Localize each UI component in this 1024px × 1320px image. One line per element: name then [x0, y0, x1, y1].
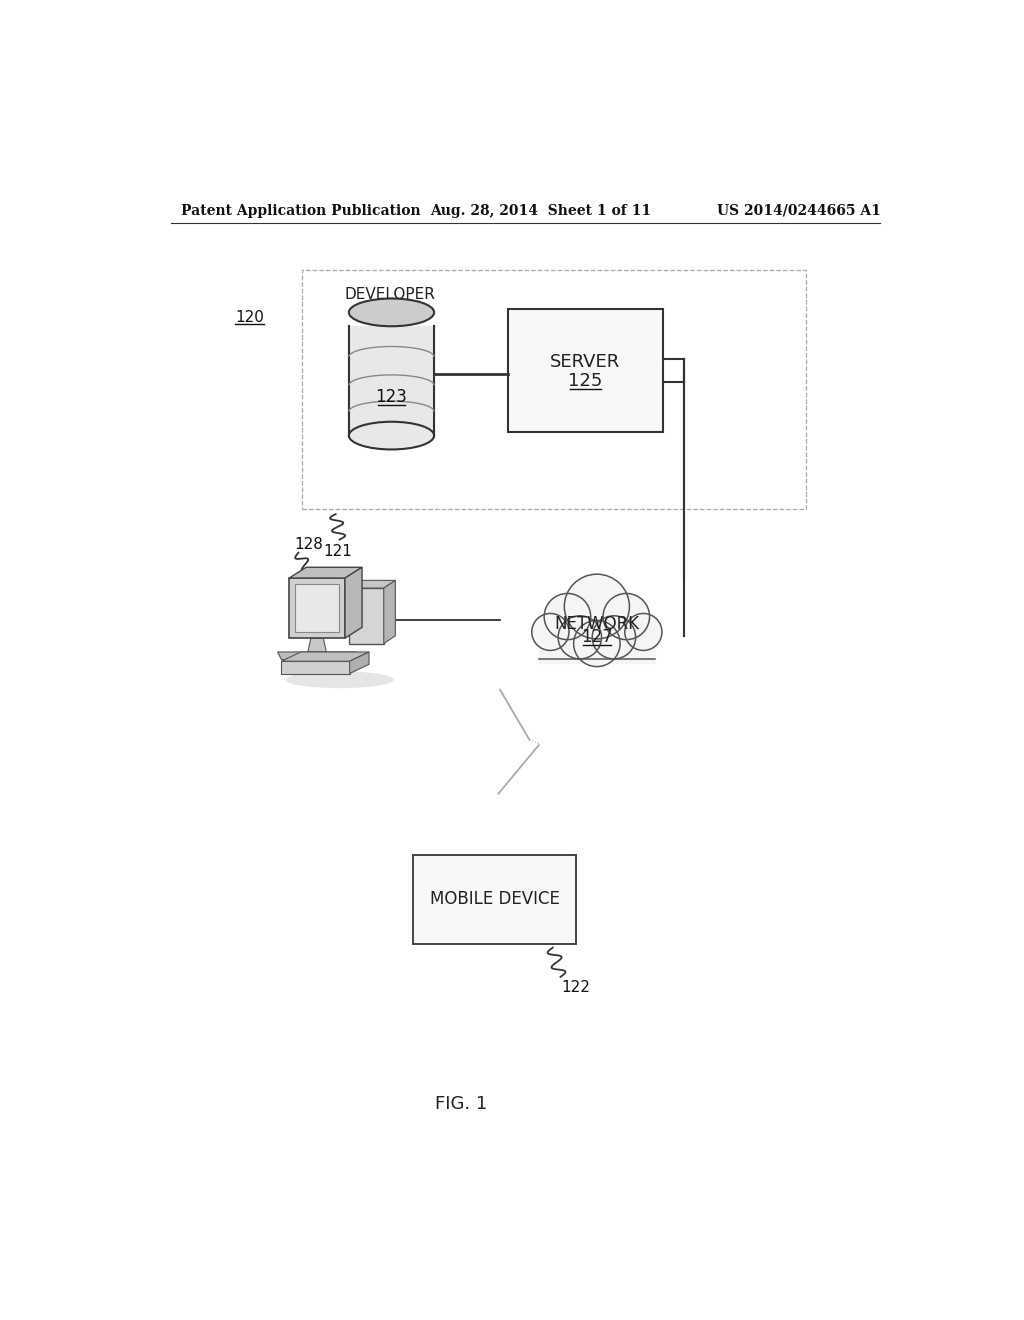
- Polygon shape: [349, 581, 395, 589]
- Text: 120: 120: [234, 310, 264, 325]
- Text: 121: 121: [324, 544, 352, 558]
- Text: 122: 122: [561, 981, 591, 995]
- Polygon shape: [349, 652, 369, 673]
- Text: MOBILE DEVICE: MOBILE DEVICE: [430, 890, 559, 908]
- Text: 128: 128: [295, 537, 324, 553]
- Polygon shape: [278, 652, 360, 660]
- Text: FIG. 1: FIG. 1: [435, 1096, 487, 1113]
- Text: 123: 123: [376, 388, 408, 407]
- Ellipse shape: [349, 298, 434, 326]
- Text: DEVELOPER: DEVELOPER: [345, 288, 436, 302]
- Text: NETWORK: NETWORK: [554, 615, 639, 634]
- Polygon shape: [289, 568, 362, 578]
- Bar: [414, 855, 575, 944]
- Ellipse shape: [349, 422, 434, 450]
- Text: Patent Application Publication: Patent Application Publication: [180, 203, 420, 218]
- Polygon shape: [384, 581, 395, 644]
- Polygon shape: [289, 578, 345, 638]
- Circle shape: [592, 616, 636, 659]
- Ellipse shape: [286, 671, 394, 688]
- Text: Aug. 28, 2014  Sheet 1 of 11: Aug. 28, 2014 Sheet 1 of 11: [430, 203, 651, 218]
- Text: US 2014/0244665 A1: US 2014/0244665 A1: [717, 203, 881, 218]
- Text: SERVER: SERVER: [550, 354, 621, 371]
- Circle shape: [603, 594, 649, 640]
- Polygon shape: [295, 585, 339, 632]
- Bar: [349, 326, 434, 436]
- Circle shape: [564, 574, 630, 639]
- Circle shape: [544, 594, 591, 640]
- Circle shape: [531, 614, 569, 651]
- Circle shape: [625, 614, 662, 651]
- Polygon shape: [282, 652, 369, 661]
- Polygon shape: [308, 638, 327, 652]
- Polygon shape: [349, 589, 384, 644]
- Bar: [302, 271, 806, 508]
- Circle shape: [573, 620, 621, 667]
- Text: 125: 125: [568, 372, 602, 389]
- Text: 127: 127: [581, 628, 612, 647]
- Polygon shape: [345, 568, 362, 638]
- Bar: [508, 309, 663, 432]
- Circle shape: [558, 616, 601, 659]
- Polygon shape: [282, 661, 349, 673]
- Polygon shape: [539, 616, 655, 663]
